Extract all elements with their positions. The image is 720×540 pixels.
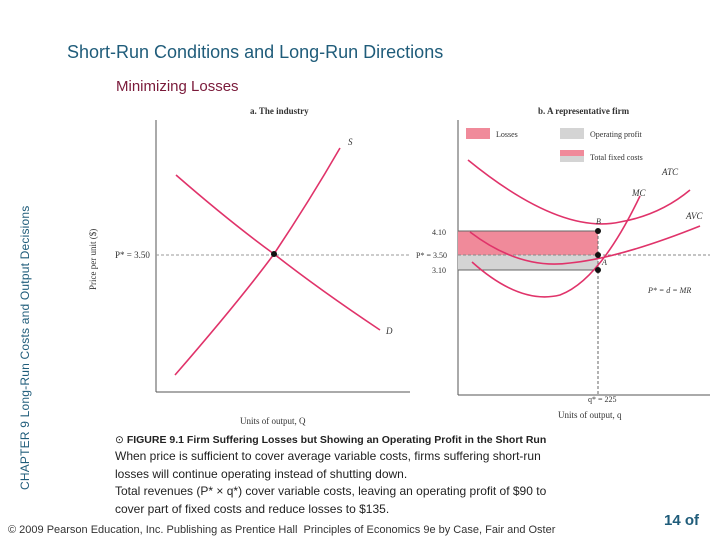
price-intersection-point — [595, 252, 601, 258]
mc-curve — [471, 195, 641, 298]
caption-line: cover part of fixed costs and reduce los… — [115, 501, 390, 516]
avc-curve — [469, 225, 701, 265]
atc-curve — [467, 159, 691, 225]
legend-swatch-fixed-bottom — [560, 156, 584, 162]
tick-3-10: 3.10 — [432, 266, 446, 275]
supply-label: S — [348, 137, 353, 147]
tick-4-10: 4.10 — [432, 228, 446, 237]
caption-line: When price is sufficient to cover averag… — [115, 449, 541, 463]
legend-swatch-operating-profit — [560, 128, 584, 139]
point-a — [595, 267, 601, 273]
industry-equilibrium-point — [271, 251, 277, 257]
legend-label-operating-profit: Operating profit — [590, 130, 643, 139]
legend-swatch-fixed-top — [560, 150, 584, 156]
operating-profit-area — [458, 255, 598, 270]
panel-a-y-axis-label: Price per unit ($) — [88, 229, 98, 290]
panel-b-price-label: P* = 3.50 — [416, 251, 447, 260]
legend: Losses Operating profit Total fixed cost… — [466, 128, 643, 162]
quantity-label: q* = 225 — [588, 395, 617, 404]
losses-area — [458, 231, 598, 255]
figure-caption: When price is sufficient to cover averag… — [115, 448, 635, 518]
figure-title: ⊙ FIGURE 9.1 Firm Suffering Losses but Sh… — [115, 432, 635, 450]
panel-b-x-axis-label: Units of output, q — [558, 410, 622, 420]
panel-a-industry: a. The industry Price per unit ($) Units… — [88, 106, 410, 426]
figure-title-text: FIGURE 9.1 Firm Suffering Losses but Sho… — [126, 434, 547, 446]
demand-curve — [175, 174, 381, 331]
panel-a-title: a. The industry — [250, 106, 309, 116]
panel-a-price-label: P* = 3.50 — [115, 250, 150, 260]
page-number: 14 of — [664, 512, 700, 529]
caption-line: Total revenues (P* × q*) cover variable … — [115, 484, 547, 498]
slide-title: Short-Run Conditions and Long-Run Direct… — [67, 42, 444, 62]
footer: © 2009 Pearson Education, Inc. Publishin… — [8, 524, 555, 536]
copyright-text: © 2009 Pearson Education, Inc. Publishin… — [8, 524, 298, 536]
book-credit: Principles of Economics 9e by Case, Fair… — [303, 524, 556, 536]
mc-label: MC — [631, 188, 646, 198]
panel-b-demand-label: P* = d = MR — [647, 286, 691, 295]
legend-label-total-fixed-costs: Total fixed costs — [590, 153, 643, 162]
play-icon[interactable]: ⊙ — [115, 434, 124, 446]
caption-line: losses will continue operating instead o… — [115, 466, 408, 481]
point-a-label: A — [601, 258, 607, 267]
avc-label: AVC — [685, 211, 704, 221]
demand-label: D — [385, 326, 393, 336]
point-b-label: B — [596, 217, 601, 226]
panel-a-x-axis-label: Units of output, Q — [240, 416, 306, 426]
legend-label-losses: Losses — [496, 130, 518, 139]
atc-label: ATC — [661, 167, 679, 177]
supply-curve — [174, 147, 341, 376]
panel-b-representative-firm: b. A representative firm 4.10 P* = 3.50 … — [416, 106, 710, 420]
slide-subtitle: Minimizing Losses — [116, 78, 239, 95]
point-b — [595, 228, 601, 234]
panel-b-title: b. A representative firm — [538, 106, 630, 116]
legend-swatch-losses — [466, 128, 490, 139]
